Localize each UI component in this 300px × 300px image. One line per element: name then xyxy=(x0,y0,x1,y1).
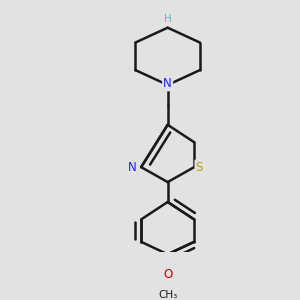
Text: N: N xyxy=(163,77,172,90)
Text: O: O xyxy=(163,268,172,281)
Text: N: N xyxy=(128,160,137,174)
Text: CH₃: CH₃ xyxy=(158,290,177,300)
Text: S: S xyxy=(196,160,203,174)
Text: H: H xyxy=(164,14,172,24)
